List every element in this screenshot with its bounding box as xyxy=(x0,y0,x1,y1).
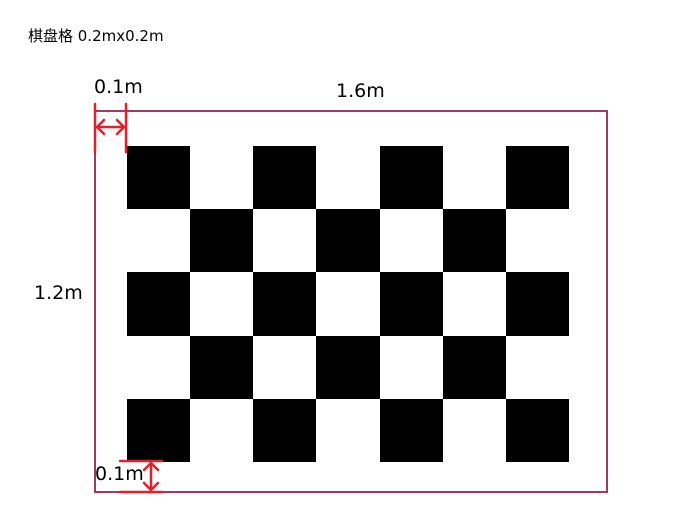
dark-square-r1-c7 xyxy=(505,146,569,210)
light-square-r3-c4 xyxy=(316,272,380,336)
light-square-r1-c4 xyxy=(316,146,380,210)
dark-square-r2-c4 xyxy=(316,209,380,273)
board-frame xyxy=(94,110,608,493)
light-square-r4-c3 xyxy=(253,335,317,399)
light-square-r4-c5 xyxy=(379,335,443,399)
dark-square-r3-c1 xyxy=(127,272,191,336)
light-square-r2-c7 xyxy=(505,209,569,273)
dark-square-r2-c6 xyxy=(442,209,506,273)
dark-square-r1-c5 xyxy=(379,146,443,210)
light-square-r2-c1 xyxy=(127,209,191,273)
light-square-r4-c1 xyxy=(127,335,191,399)
dark-square-r2-c2 xyxy=(190,209,254,273)
dark-square-r1-c1 xyxy=(127,146,191,210)
bottom-margin-label: 0.1m xyxy=(95,463,144,485)
light-square-r1-c2 xyxy=(190,146,254,210)
dark-square-r3-c3 xyxy=(253,272,317,336)
light-square-r4-c7 xyxy=(505,335,569,399)
dark-square-r5-c5 xyxy=(379,398,443,462)
dark-square-r4-c2 xyxy=(190,335,254,399)
dark-square-r4-c4 xyxy=(316,335,380,399)
width-label: 1.6m xyxy=(336,80,385,102)
light-square-r2-c5 xyxy=(379,209,443,273)
light-square-r3-c2 xyxy=(190,272,254,336)
dark-square-r3-c5 xyxy=(379,272,443,336)
light-square-r2-c3 xyxy=(253,209,317,273)
light-square-r5-c2 xyxy=(190,398,254,462)
height-label: 1.2m xyxy=(34,282,83,304)
dark-square-r5-c1 xyxy=(127,398,191,462)
light-square-r3-c6 xyxy=(442,272,506,336)
light-square-r1-c6 xyxy=(442,146,506,210)
dark-square-r3-c7 xyxy=(505,272,569,336)
top-margin-label: 0.1m xyxy=(94,76,143,98)
checkerboard xyxy=(127,146,569,462)
dark-square-r4-c6 xyxy=(442,335,506,399)
light-square-r5-c6 xyxy=(442,398,506,462)
dark-square-r5-c7 xyxy=(505,398,569,462)
diagram-title: 棋盘格 0.2mx0.2m xyxy=(28,27,164,45)
dark-square-r5-c3 xyxy=(253,398,317,462)
light-square-r5-c4 xyxy=(316,398,380,462)
dark-square-r1-c3 xyxy=(253,146,317,210)
